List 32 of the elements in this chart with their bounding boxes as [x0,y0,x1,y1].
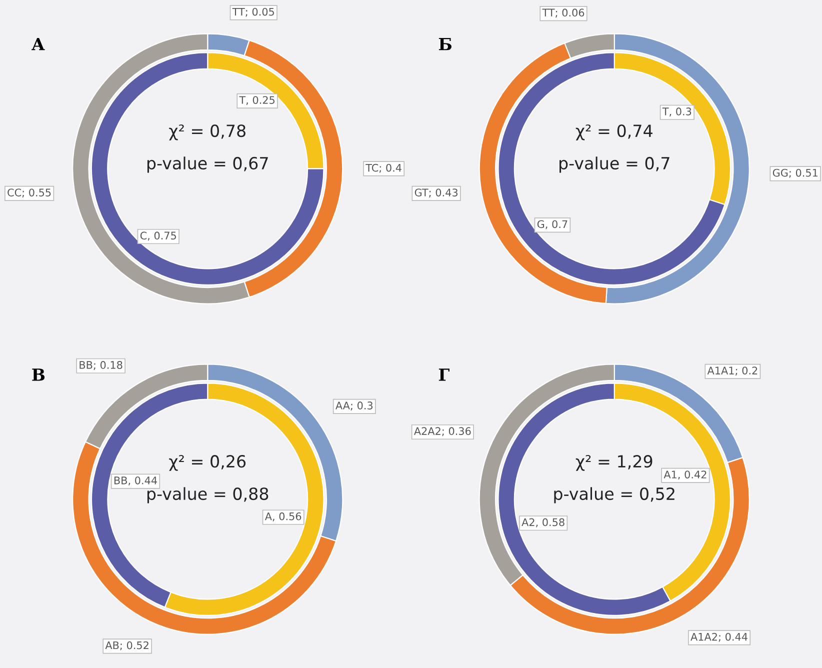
data-label: A2A2; 0.36 [414,427,471,436]
text: p-value = 0,7 [560,156,670,173]
chart-title: Г [438,368,450,381]
data-label: A, 0.56 [264,512,302,522]
text: p-value = 0,67 [147,156,268,173]
data-label: GT; 0.43 [414,188,458,198]
data-label: TT; 0.05 [232,8,274,17]
data-label: A2, 0.58 [522,518,564,528]
data-label: C, 0.75 [140,232,176,241]
data-label: A1A1; 0.2 [707,366,758,376]
data-label: A1A2; 0.44 [690,632,748,642]
text: p-value = 0,88 [147,487,268,504]
text: χ² = 1,29 [576,455,652,471]
data-label: T, 0.25 [239,96,274,106]
data-label: GG; 0.51 [772,168,818,178]
chart-title: В [32,368,45,381]
text: А [32,38,45,50]
data-label: BB; 0.18 [80,361,122,370]
data-label: BB, 0.44 [114,476,157,486]
data-label: T, 0.3 [662,108,692,116]
data-label: AB; 0.52 [105,641,148,650]
data-label: TC; 0.4 [366,164,402,173]
text: Б [438,38,452,50]
text: p-value = 0,52 [554,487,674,504]
data-label: G, 0.7 [537,220,568,230]
data-label: AA; 0.3 [336,402,373,410]
data-label: TT; 0.06 [542,8,584,18]
text: χ² = 0,78 [169,124,246,140]
text: χ² = 0,74 [576,124,652,140]
data-label: A1, 0.42 [664,470,706,480]
text: χ² = 0,26 [169,455,246,471]
data-label: CC; 0.55 [8,188,51,198]
